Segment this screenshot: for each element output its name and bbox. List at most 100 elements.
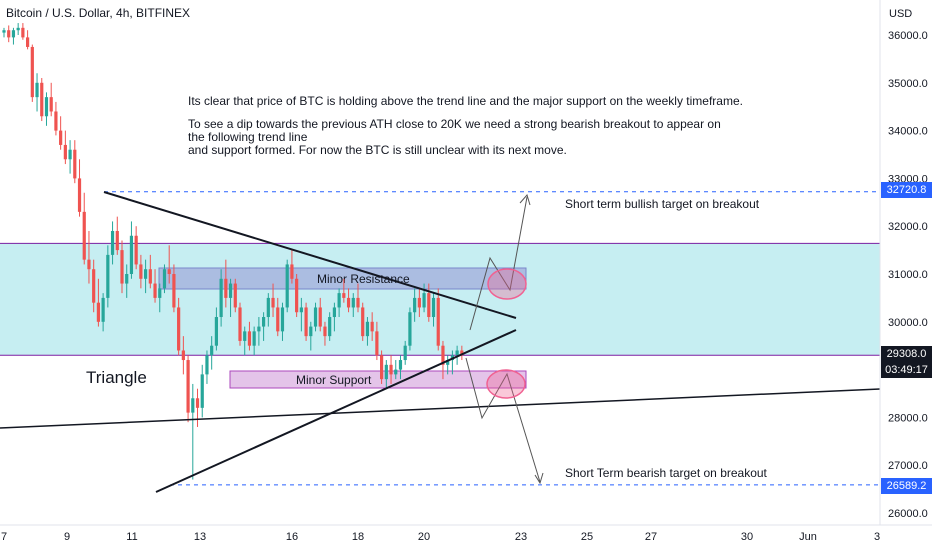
candle-body — [304, 307, 308, 337]
candle-body — [26, 37, 30, 47]
candle-body — [40, 82, 44, 117]
candle-body — [144, 269, 148, 279]
time-axis[interactable]: 7 9 11 13 16 18 20 23 25 27 30 Jun 3 — [0, 524, 932, 543]
candle-body — [210, 345, 214, 356]
candle-body — [11, 30, 16, 38]
candle-body — [313, 307, 318, 327]
candles — [2, 23, 464, 480]
price-tick-label: 30000.0 — [888, 317, 928, 329]
candle-body — [162, 269, 167, 289]
candle-body — [205, 355, 209, 375]
bullish-target-badge: 32720.8 — [881, 182, 932, 198]
candle-body — [30, 46, 34, 98]
time-tick-label: 9 — [64, 531, 70, 543]
candle-body — [266, 297, 270, 318]
candle-body — [77, 178, 82, 212]
candle-body — [134, 235, 138, 265]
candle-body — [389, 364, 393, 375]
candle-body — [68, 149, 72, 160]
candle-body — [233, 283, 237, 308]
candle-body — [7, 30, 11, 38]
candle-body — [342, 293, 346, 298]
time-tick-label: 23 — [515, 531, 527, 543]
candle-body — [110, 230, 115, 255]
candle-body — [257, 326, 261, 332]
minor-support-box — [229, 370, 527, 389]
candle-body — [370, 321, 374, 332]
time-tick-label: 13 — [194, 531, 206, 543]
candle-body — [148, 269, 152, 284]
candle-body — [238, 307, 242, 341]
time-tick-label: 20 — [418, 531, 430, 543]
price-tick-label: 34000.0 — [888, 126, 928, 138]
candle-body — [181, 350, 185, 361]
candle-body — [299, 307, 303, 313]
note-line-3: the following trend line — [188, 130, 308, 144]
candle-body — [115, 230, 119, 251]
candle-body — [21, 27, 25, 38]
candle-body — [224, 278, 228, 298]
candle-body — [167, 269, 171, 274]
candle-body — [2, 30, 6, 33]
candle-body — [35, 82, 39, 98]
major-zone — [0, 243, 880, 356]
candle-body — [139, 264, 143, 279]
candle-body — [172, 274, 176, 308]
time-tick-label: 7 — [1, 531, 7, 543]
candle-body — [191, 398, 195, 413]
candle-body — [361, 307, 365, 337]
price-tick-label: 31000.0 — [888, 269, 928, 281]
candle-body — [16, 27, 20, 31]
candle-body — [252, 331, 256, 346]
bearish-target-badge: 26589.2 — [881, 478, 932, 494]
candle-body — [228, 283, 233, 298]
time-tick-label: 18 — [352, 531, 364, 543]
price-tick-label: 28000.0 — [888, 412, 928, 424]
candle-body — [87, 259, 91, 270]
candle-body — [101, 297, 105, 322]
minor-resistance-box — [158, 267, 527, 290]
candle-body — [262, 317, 266, 327]
bearish-arrow-head — [534, 472, 544, 485]
candle-body — [318, 307, 322, 327]
candle-body — [441, 345, 445, 365]
candle-body — [455, 350, 459, 356]
candle-body — [408, 312, 412, 346]
minor-resistance-label: Minor Resistance — [317, 272, 410, 286]
candle-body — [431, 297, 436, 318]
candle-body — [219, 278, 223, 318]
currency-label: USD — [889, 8, 913, 20]
candle-body — [460, 350, 464, 356]
analysis-note: Its clear that price of BTC is holding a… — [188, 95, 748, 157]
candle-body — [337, 293, 341, 308]
candle-body — [446, 360, 450, 365]
candle-countdown-badge: 03:49:17 — [881, 362, 932, 378]
lower-trend-line — [155, 329, 517, 493]
candle-body — [290, 264, 294, 279]
candle-body — [332, 307, 336, 318]
candle-body — [186, 360, 190, 413]
candle-body — [413, 297, 417, 313]
candle-body — [214, 317, 218, 346]
time-tick-label: Jun — [799, 531, 817, 543]
price-axis[interactable]: 36000.035000.034000.033000.032000.031000… — [879, 0, 928, 525]
candle-body — [44, 97, 49, 117]
candle-body — [200, 374, 204, 408]
candle-body — [422, 293, 426, 308]
major-trend-line — [0, 388, 881, 429]
candle-body — [351, 297, 355, 308]
time-tick-label: 30 — [741, 531, 753, 543]
time-tick-label: 11 — [126, 531, 137, 543]
candle-body — [427, 293, 431, 318]
note-line-2: To see a dip towards the previous ATH cl… — [188, 117, 721, 131]
candle-body — [125, 274, 129, 284]
note-line-1: Its clear that price of BTC is holding a… — [188, 94, 743, 108]
candle-body — [365, 321, 370, 337]
chart-title: Bitcoin / U.S. Dollar, 4h, BITFINEX — [6, 6, 191, 20]
candle-body — [309, 326, 313, 337]
price-tick-label: 36000.0 — [888, 30, 928, 42]
resistance-ellipse — [487, 268, 527, 300]
triangle-label: Triangle — [86, 368, 147, 387]
